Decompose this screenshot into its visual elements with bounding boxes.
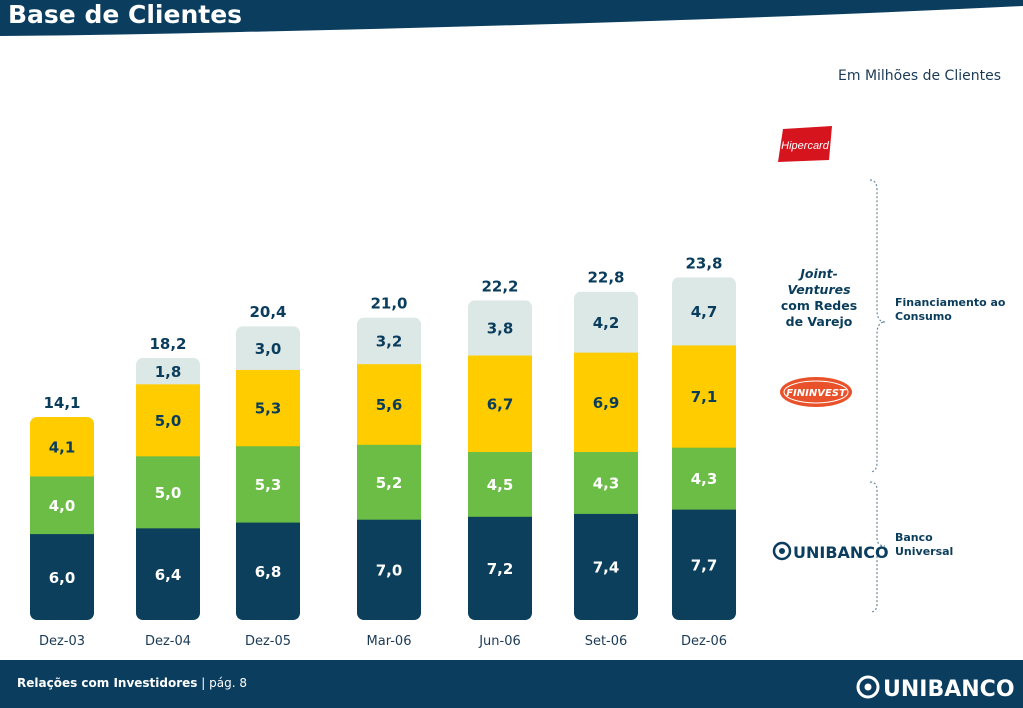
bar-value-label: 5,3 xyxy=(255,476,282,494)
joint-ventures-sub: com Redes de Varejo xyxy=(776,298,862,330)
x-tick-label: Dez-06 xyxy=(681,634,727,649)
banco-label: Banco Universal xyxy=(895,531,965,559)
footer-text: Relações com Investidores | pág. 8 xyxy=(17,676,247,690)
bar-value-label: 4,3 xyxy=(691,470,718,488)
joint-ventures-label: Joint-Ventures com Redes de Varejo xyxy=(772,266,866,330)
footer-logo: UNIBANCO xyxy=(855,672,1020,702)
footer: Relações com Investidores | pág. 8 UNIBA… xyxy=(0,660,1023,708)
bar-total-label: 21,0 xyxy=(370,295,407,313)
x-tick-label: Dez-03 xyxy=(39,634,85,649)
svg-text:Hipercard: Hipercard xyxy=(781,140,830,152)
bar-total-label: 22,8 xyxy=(587,269,624,287)
x-tick-label: Dez-04 xyxy=(145,634,191,649)
x-tick-label: Jun-06 xyxy=(478,634,521,649)
footer-page: pág. 8 xyxy=(209,676,247,690)
bar-value-label: 5,0 xyxy=(155,412,182,430)
bar-value-label: 4,0 xyxy=(49,497,76,515)
financiamento-brace xyxy=(870,180,885,472)
bar-value-label: 5,0 xyxy=(155,484,182,502)
bar-total-label: 22,2 xyxy=(481,277,518,295)
bar-value-label: 3,8 xyxy=(487,320,514,338)
chart: 6,0 4,0 4,1 14,1 Dez-03 6,4 5,0 5,0 1,8 18,2 Dez-0… xyxy=(0,0,1023,708)
bar-value-label: 4,3 xyxy=(593,474,620,492)
bar-value-label: 4,1 xyxy=(49,438,76,456)
bar-value-label: 3,2 xyxy=(376,333,403,351)
bar-value-label: 1,8 xyxy=(155,363,182,381)
bar-total-label: 23,8 xyxy=(685,254,722,272)
bar-total-label: 20,4 xyxy=(249,303,286,321)
bar-value-label: 5,6 xyxy=(376,396,403,414)
bar-total-label: 18,2 xyxy=(149,335,186,353)
bar-value-label: 7,7 xyxy=(691,557,718,575)
bar-value-label: 6,9 xyxy=(593,394,620,412)
unibanco-logo: UNIBANCO xyxy=(774,543,889,562)
bar-value-label: 6,7 xyxy=(487,395,514,413)
title-bar: Base de Clientes xyxy=(0,0,1023,42)
bar-value-label: 7,1 xyxy=(691,388,718,406)
bar-total-label: 14,1 xyxy=(43,394,80,412)
bar-value-label: 4,7 xyxy=(691,303,718,321)
footer-logo-text: UNIBANCO xyxy=(883,677,1015,702)
bar-value-label: 6,0 xyxy=(49,569,76,587)
bar-value-label: 7,4 xyxy=(593,559,620,577)
bar-value-label: 6,4 xyxy=(155,566,182,584)
bar-value-label: 7,2 xyxy=(487,560,514,578)
financiamento-label: Financiamento ao Consumo xyxy=(895,296,1020,324)
footer-title: Relações com Investidores xyxy=(17,676,197,690)
bar-value-label: 5,3 xyxy=(255,400,282,418)
bar-value-label: 3,0 xyxy=(255,340,282,358)
bar-value-label: 7,0 xyxy=(376,562,403,580)
svg-text:FININVEST: FININVEST xyxy=(786,388,847,399)
x-tick-label: Set-06 xyxy=(585,634,628,649)
unit-note: Em Milhões de Clientes xyxy=(838,68,1001,84)
fininvest-logo: FININVEST xyxy=(780,377,852,407)
bar-value-label: 4,5 xyxy=(487,476,514,494)
bar-value-label: 6,8 xyxy=(255,563,282,581)
svg-text:UNIBANCO: UNIBANCO xyxy=(793,543,889,562)
x-tick-label: Mar-06 xyxy=(367,634,412,649)
x-tick-label: Dez-05 xyxy=(245,634,291,649)
page-title: Base de Clientes xyxy=(8,0,242,29)
bar-value-label: 5,2 xyxy=(376,474,403,492)
bar-value-label: 4,2 xyxy=(593,314,620,332)
joint-ventures-title: Joint-Ventures xyxy=(784,266,854,298)
hipercard-logo: Hipercard xyxy=(778,126,832,162)
